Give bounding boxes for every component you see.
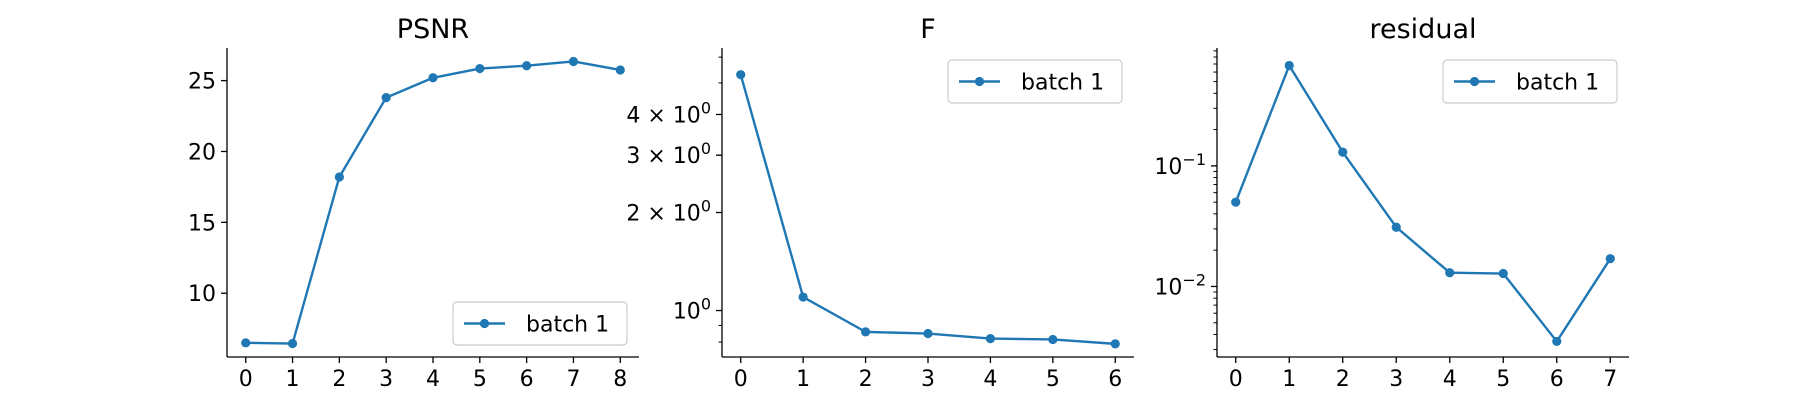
data-point <box>475 63 485 74</box>
data-point <box>381 93 391 103</box>
legend: batch 1 <box>1442 59 1618 104</box>
chart-panel-2: residual 0 1 2 3 4 5 6 7 10−2 10−1 batch 1 <box>1154 14 1629 392</box>
data-point <box>568 56 579 67</box>
x-tick-label: 8 <box>613 367 627 392</box>
data-point <box>985 334 996 344</box>
legend-box <box>452 301 628 346</box>
y-tick-label: 100 <box>673 295 711 325</box>
y-tick-label: 10 <box>188 282 216 307</box>
x-tick-label: 4 <box>983 367 997 392</box>
x-tick-label: 3 <box>921 367 935 392</box>
x-tick-label: 1 <box>796 367 810 392</box>
y-tick-label: 15 <box>188 211 216 236</box>
x-tick-label: 4 <box>1443 367 1457 392</box>
data-point <box>1231 197 1241 207</box>
x-tick-label: 7 <box>566 367 580 392</box>
y-tick-label: 20 <box>188 140 216 165</box>
x-tick-label: 6 <box>1108 367 1122 392</box>
y-tick-label: 3 × 100 <box>626 139 711 169</box>
chart-panel-0: PSNR 0 1 2 3 4 5 6 7 8 10 15 20 25 batch 1 <box>188 14 639 392</box>
data-point <box>1338 147 1348 157</box>
x-tick-label: 1 <box>1282 367 1296 392</box>
data-point <box>798 292 808 302</box>
data-point <box>1110 339 1120 349</box>
legend-box <box>947 59 1123 104</box>
x-tick-label: 6 <box>520 367 534 392</box>
legend-label: batch 1 <box>1021 71 1104 96</box>
data-point <box>1605 254 1615 264</box>
data-point <box>1284 60 1294 71</box>
x-tick-label: 4 <box>426 367 440 392</box>
x-tick-label: 0 <box>1229 367 1243 392</box>
data-point <box>1552 336 1562 347</box>
x-tick-label: 7 <box>1603 367 1617 392</box>
legend-box <box>1442 59 1618 104</box>
data-point <box>923 328 933 339</box>
y-tick-label: 25 <box>188 70 216 95</box>
chart-panel-1: F 0 1 2 3 4 5 6 100 2 × 100 3 × 100 4 × 100 batch 1 <box>626 14 1134 392</box>
x-tick-label: 2 <box>332 367 346 392</box>
legend-label: batch 1 <box>1516 71 1599 96</box>
x-tick-label: 1 <box>286 367 300 392</box>
data-point <box>428 73 438 83</box>
y-tick-label: 4 × 100 <box>626 98 711 128</box>
y-tick-label: 2 × 100 <box>626 197 711 227</box>
x-tick-label: 3 <box>379 367 393 392</box>
legend-label: batch 1 <box>526 313 609 338</box>
data-point <box>860 327 871 337</box>
chart-title: residual <box>1370 14 1477 45</box>
data-point <box>1048 334 1058 345</box>
x-tick-label: 5 <box>1496 367 1510 392</box>
legend-marker <box>1469 76 1480 87</box>
x-tick-label: 2 <box>859 367 873 392</box>
legend-marker <box>974 76 985 87</box>
data-point <box>615 65 625 75</box>
data-point <box>1498 268 1508 279</box>
x-tick-label: 5 <box>1046 367 1060 392</box>
series-line <box>1234 64 1612 343</box>
data-point <box>287 338 298 349</box>
data-point <box>241 338 251 348</box>
data-point <box>1445 268 1455 278</box>
y-tick-label: 10−2 <box>1154 270 1206 300</box>
legend: batch 1 <box>947 59 1123 104</box>
data-point <box>736 70 746 80</box>
chart-title: F <box>920 14 936 45</box>
x-tick-label: 3 <box>1389 367 1403 392</box>
legend: batch 1 <box>452 301 628 346</box>
data-point <box>1391 222 1401 232</box>
x-tick-label: 2 <box>1336 367 1350 392</box>
y-tick-label: 10−1 <box>1154 150 1206 180</box>
x-tick-label: 0 <box>239 367 253 392</box>
x-tick-label: 5 <box>473 367 487 392</box>
legend-marker <box>479 318 490 329</box>
data-point <box>334 172 344 182</box>
x-tick-label: 6 <box>1550 367 1564 392</box>
data-point <box>522 61 532 71</box>
chart-title: PSNR <box>397 14 469 45</box>
x-tick-label: 0 <box>734 367 748 392</box>
